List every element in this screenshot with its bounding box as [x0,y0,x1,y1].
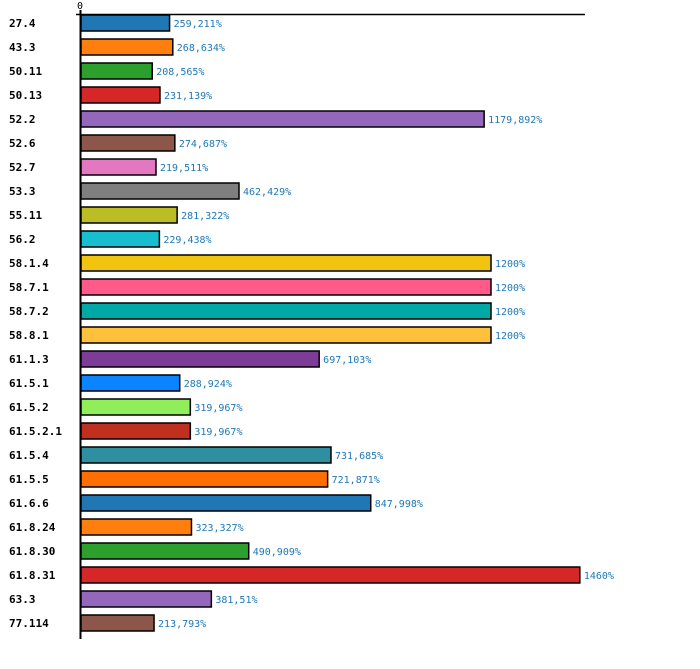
bar-61-5-4 [80,446,332,464]
bar-56-2 [80,230,161,248]
value-label: 381,51% [215,595,257,606]
bar-61-5-2-1 [80,422,192,440]
value-label: 721,871% [332,475,380,486]
value-label: 1200% [495,259,525,270]
category-label: 61.5.5 [9,473,49,486]
category-label: 61.6.6 [9,497,49,510]
value-label: 274,687% [179,139,227,150]
value-label: 231,139% [164,91,212,102]
category-label: 77.114 [9,617,49,630]
bar-58-7-2 [80,302,492,320]
bar-55-11 [80,206,178,224]
value-label: 219,511% [160,163,208,174]
category-label: 61.8.24 [9,521,56,534]
category-label: 61.5.2 [9,401,49,414]
category-label: 58.8.1 [9,329,49,342]
category-label: 61.8.30 [9,545,55,558]
x-tick-label-0: 0 [77,1,83,12]
value-label: 1200% [495,307,525,318]
category-label: 50.13 [9,89,42,102]
category-label: 55.11 [9,209,42,222]
category-label: 63.3 [9,593,36,606]
value-label: 1200% [495,283,525,294]
value-label: 847,998% [375,499,423,510]
bar-61-1-3 [80,350,320,368]
bar-61-6-6 [80,494,372,512]
bar-50-11 [80,62,154,80]
category-label: 52.2 [9,113,36,126]
bar-61-8-31 [80,566,581,584]
value-label: 1460% [584,571,614,582]
value-label: 1179,892% [488,115,542,126]
category-label: 61.5.4 [9,449,49,462]
value-label: 1200% [495,331,525,342]
category-label: 61.1.3 [9,353,49,366]
bar-58-7-1 [80,278,492,296]
bar-63-3 [80,590,213,608]
category-label: 53.3 [9,185,36,198]
bar-58-1-4 [80,254,492,272]
value-label: 229,438% [163,235,211,246]
category-label: 27.4 [9,17,36,30]
category-label: 58.7.1 [9,281,49,294]
value-label: 268,634% [177,43,225,54]
bar-27-4 [80,14,171,32]
category-label: 61.8.31 [9,569,56,582]
bar-61-5-1 [80,374,181,392]
bar-61-8-30 [80,542,250,560]
category-label: 52.7 [9,161,36,174]
bars-group [80,14,581,632]
bar-53-3 [80,182,240,200]
bar-43-3 [80,38,174,56]
value-label: 259,211% [174,19,222,30]
value-label: 319,967% [194,403,242,414]
category-label: 56.2 [9,233,36,246]
value-label: 213,793% [158,619,206,630]
bar-61-5-5 [80,470,329,488]
category-label: 52.6 [9,137,36,150]
labels-group: 27.4 259,211% 43.3 268,634% 50.11 208,565% 50.… [9,17,614,630]
bar-61-8-24 [80,518,193,536]
bar-52-6 [80,134,176,152]
value-label: 281,322% [181,211,229,222]
value-label: 208,565% [156,67,204,78]
value-label: 697,103% [323,355,371,366]
category-label: 50.11 [9,65,42,78]
bar-52-2 [80,110,485,128]
category-label: 58.7.2 [9,305,49,318]
value-label: 490,909% [253,547,301,558]
category-label: 61.5.1 [9,377,49,390]
category-label: 58.1.4 [9,257,49,270]
value-label: 288,924% [184,379,232,390]
bar-77-114 [80,614,155,632]
bar-61-5-2 [80,398,192,416]
category-label: 43.3 [9,41,36,54]
category-label: 61.5.2.1 [9,425,62,438]
bar-58-8-1 [80,326,492,344]
value-label: 462,429% [243,187,291,198]
value-label: 319,967% [194,427,242,438]
bar-50-13 [80,86,161,104]
value-label: 323,327% [195,523,243,534]
bar-52-7 [80,158,157,176]
value-label: 731,685% [335,451,383,462]
